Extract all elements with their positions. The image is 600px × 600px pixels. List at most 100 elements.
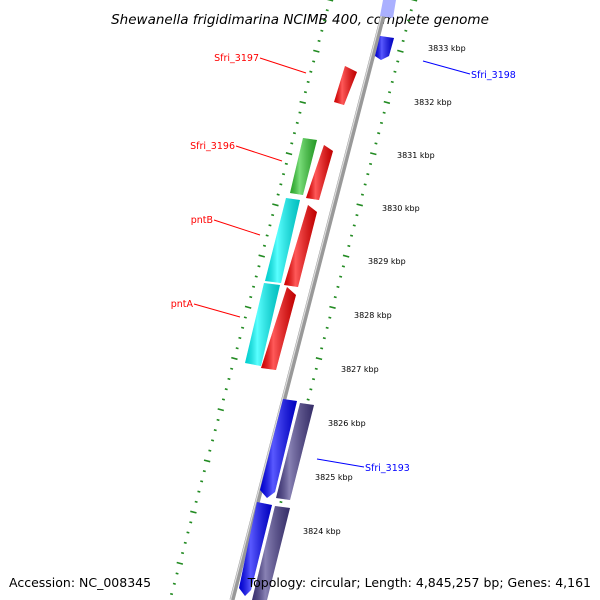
inner-ring-tick: [262, 244, 267, 247]
inner-ring-tick: [221, 398, 226, 401]
outer-ring-tick: [382, 111, 386, 114]
inner-ring-tick: [257, 265, 261, 268]
inner-ring-tick: [325, 9, 329, 12]
inner-ring-tick: [322, 19, 327, 22]
outer-ring-tick: [325, 326, 329, 329]
inner-ring-tick: [279, 183, 283, 186]
inner-ring-tick: [298, 111, 302, 114]
outer-ring-tick: [336, 285, 340, 289]
outer-ring-tick: [383, 100, 391, 105]
outer-ring-tick: [397, 49, 404, 53]
inner-ring-tick: [317, 39, 321, 43]
outer-ring-tick: [406, 19, 411, 22]
blue-genes: [239, 0, 396, 600]
inner-ring-tick: [249, 295, 253, 299]
label-pnta[interactable]: pntA: [171, 299, 194, 310]
inner-ring-tick: [299, 100, 306, 104]
inner-ring-tick: [243, 316, 247, 319]
inner-ring-tick: [180, 551, 185, 555]
outer-ring-tick: [314, 367, 318, 370]
scale-label-3833: 3833 kbp: [428, 44, 466, 53]
outer-ring-tick: [311, 378, 316, 381]
outer-ring-tick: [387, 91, 392, 94]
outer-ring-tick: [368, 162, 373, 166]
outer-ring-tick: [341, 265, 346, 268]
inner-ring-tick: [213, 429, 217, 432]
inner-ring-tick: [265, 234, 269, 237]
inner-ring-tick: [231, 356, 238, 361]
inner-ring-tick: [194, 500, 198, 503]
outer-ring-tick: [306, 398, 310, 401]
gene-green-block-shade: [290, 138, 317, 195]
inner-ring-tick: [276, 193, 280, 196]
outer-ring-tick: [363, 183, 367, 186]
label-sfri-3196[interactable]: Sfri_3196: [190, 141, 235, 152]
scale-label-3826: 3826 kbp: [328, 419, 366, 428]
outer-ring-tick: [309, 388, 313, 391]
outer-ring-tick: [377, 132, 381, 135]
inner-ring-tick: [216, 418, 220, 422]
outer-ring-tick: [374, 142, 378, 145]
outer-ring-tick: [409, 9, 413, 12]
map-title: Shewanella frigidimarina NCIMB 400, comp…: [111, 12, 489, 28]
inner-ring-tick: [241, 326, 245, 329]
gene-sfri-3193-shade: [276, 403, 314, 500]
gene-pnta-shade: [261, 287, 296, 370]
inner-ring-tick: [326, 0, 334, 2]
gene-cyan-pntb-shade: [265, 198, 300, 283]
inner-ring-tick: [203, 459, 211, 463]
label-sfri-3198[interactable]: Sfri_3198: [471, 70, 516, 81]
gene-blue-2-shade: [239, 502, 272, 596]
scale-label-3829: 3829 kbp: [368, 257, 406, 266]
outer-ring-tick: [360, 193, 365, 196]
outer-ring-tick: [347, 244, 351, 248]
accession-label: Accession: NC_008345: [9, 575, 151, 590]
outer-ring-tick: [322, 337, 326, 340]
inner-ring-tick: [190, 510, 197, 514]
reverse-strand-genes: [245, 138, 317, 366]
inner-ring-tick: [186, 531, 190, 534]
inner-ring-tick: [292, 132, 297, 135]
inner-ring-tick: [197, 490, 201, 493]
inner-ring-tick: [281, 173, 286, 176]
outer-ring-tick: [410, 0, 418, 2]
inner-ring-tick: [309, 70, 313, 73]
topology-label: Topology: circular; Length: 4,845,257 bp…: [247, 575, 591, 590]
inner-ring-tick: [254, 275, 258, 278]
outer-tick-ring: [254, 0, 418, 596]
genome-backbone-highlight: [229, 0, 387, 600]
scale-label-3827: 3827 kbp: [341, 365, 379, 374]
inner-ring-tick: [284, 162, 288, 165]
gene-sfri-3198-top[interactable]: [380, 0, 396, 18]
leader-sfri-3198: [422, 60, 471, 75]
gene-slate-2-shade: [252, 506, 290, 600]
inner-ring-tick: [200, 480, 204, 483]
inner-ring-tick: [175, 572, 179, 575]
inner-ring-tick: [295, 121, 299, 125]
outer-ring-tick: [320, 347, 324, 350]
label-sfri-3197[interactable]: Sfri_3197: [214, 53, 259, 64]
inner-ring-tick: [272, 203, 279, 207]
outer-ring-tick: [404, 29, 408, 32]
outer-ring-tick: [349, 234, 354, 237]
inner-ring-tick: [258, 254, 266, 258]
gene-blue-1-shade: [260, 399, 297, 498]
gene-sfri-3196-shade: [306, 145, 333, 200]
gene-cyan-pnta-shade: [245, 283, 280, 366]
outer-ring-tick: [396, 60, 400, 63]
inner-ring-tick: [208, 449, 212, 452]
label-sfri-3193[interactable]: Sfri_3193: [365, 463, 410, 474]
label-pntb[interactable]: pntB: [191, 215, 213, 226]
inner-ring-tick: [172, 582, 176, 585]
outer-ring-tick: [339, 275, 343, 278]
genome-backbone: [229, 0, 390, 600]
inner-ring-tick: [176, 561, 184, 565]
outer-ring-tick: [366, 173, 370, 176]
inner-ring-tick: [268, 224, 272, 227]
scale-label-3824: 3824 kbp: [303, 527, 341, 536]
forward-strand-genes: [261, 66, 357, 370]
inner-ring-tick: [290, 142, 294, 145]
inner-ring-tick: [306, 80, 310, 84]
gene-pntb-shade: [284, 205, 317, 287]
